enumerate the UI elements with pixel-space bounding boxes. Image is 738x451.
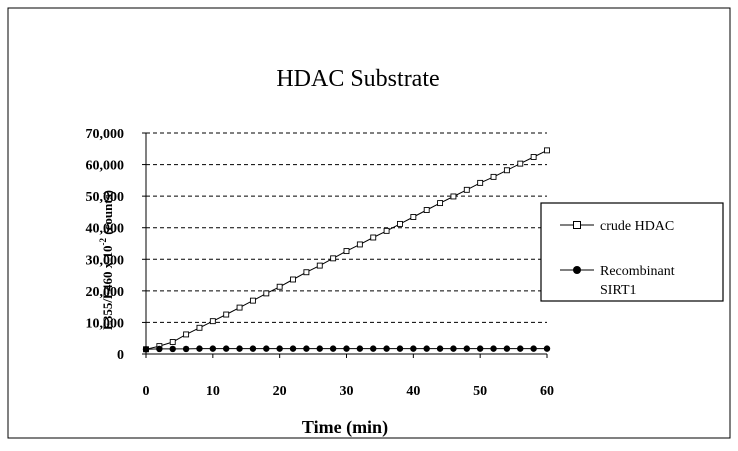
data-point <box>343 345 350 352</box>
data-point <box>397 220 403 227</box>
data-point <box>370 345 377 352</box>
data-point <box>423 345 430 352</box>
data-point <box>142 346 150 353</box>
data-point <box>450 193 457 200</box>
y-tick-label: 70,000 <box>86 127 125 142</box>
data-point <box>236 304 243 311</box>
data-point <box>423 207 430 213</box>
data-point <box>503 167 510 174</box>
data-point <box>249 297 256 304</box>
y-axis-label-exponent: -2 <box>98 238 108 246</box>
x-tick-label: 20 <box>273 384 287 399</box>
data-point <box>517 160 524 167</box>
data-point <box>490 173 497 180</box>
data-point <box>410 345 417 352</box>
data-point <box>370 234 377 241</box>
legend-marker-recombinant-sirt1 <box>573 266 581 274</box>
data-point <box>303 345 310 352</box>
y-tick-label: 10,000 <box>86 316 125 331</box>
data-point <box>169 339 176 345</box>
y-axis-label-suffix: (counts) <box>100 190 115 238</box>
data-point <box>290 276 296 283</box>
series-crude-hdac <box>143 147 550 353</box>
x-tick-label: 40 <box>406 384 420 399</box>
y-axis-label-main: F355/F460 x 10 <box>100 246 115 331</box>
legend-label-recombinant-sirt1-line2: SIRT1 <box>600 283 637 298</box>
data-point <box>477 179 484 186</box>
data-point <box>463 345 470 352</box>
data-point <box>303 269 310 276</box>
y-tick-label: 30,000 <box>86 253 125 268</box>
data-point <box>544 147 550 154</box>
x-axis-label: Time (min) <box>302 417 388 438</box>
x-tick-label: 30 <box>340 384 354 399</box>
data-point <box>223 311 230 318</box>
legend-label-recombinant-sirt1-line1: Recombinant <box>600 264 675 279</box>
legend-box <box>540 202 724 302</box>
data-point <box>530 154 537 160</box>
legend-label-crude-hdac: crude HDAC <box>600 219 674 234</box>
data-point <box>289 345 297 352</box>
data-point <box>316 262 323 269</box>
data-point <box>437 200 444 207</box>
x-tick-label: 60 <box>540 384 554 399</box>
data-point <box>263 290 270 297</box>
data-point <box>182 345 190 353</box>
chart-title: HDAC Substrate <box>276 66 439 92</box>
y-tick-label: 50,000 <box>86 190 125 205</box>
y-tick-label: 40,000 <box>86 222 125 237</box>
data-point <box>396 345 404 352</box>
x-tick-label: 50 <box>473 384 487 399</box>
data-point <box>436 345 444 352</box>
data-point <box>356 345 364 352</box>
data-point <box>383 345 390 352</box>
data-point <box>169 345 176 353</box>
data-point <box>356 241 363 248</box>
data-point <box>517 345 524 352</box>
data-point <box>530 345 537 352</box>
data-point <box>503 345 511 352</box>
data-point <box>490 345 497 352</box>
data-point <box>263 345 270 352</box>
series-recombinant-sirt1 <box>142 345 551 353</box>
data-point <box>196 345 203 352</box>
data-point <box>223 345 230 352</box>
y-tick-label: 20,000 <box>86 285 125 300</box>
x-tick-labels: 0 10 20 30 40 50 60 <box>143 384 555 399</box>
data-point <box>329 345 337 352</box>
data-point <box>476 345 484 352</box>
data-point <box>410 214 417 220</box>
data-point <box>276 283 283 290</box>
data-point <box>209 345 217 352</box>
x-tick-label: 10 <box>206 384 220 399</box>
data-point <box>543 345 551 352</box>
legend-marker-crude-hdac <box>573 221 581 229</box>
data-point <box>383 227 390 234</box>
legend: crude HDAC Recombinant SIRT1 <box>540 202 724 302</box>
data-point <box>209 318 216 325</box>
data-point <box>463 186 470 193</box>
y-tick-label: 0 <box>117 348 124 363</box>
data-point <box>156 345 163 353</box>
y-tick-label: 60,000 <box>86 159 125 174</box>
data-point <box>316 345 323 352</box>
data-point <box>450 345 457 352</box>
data-point <box>276 345 283 352</box>
data-point <box>236 345 243 352</box>
y-tick-labels: 0 10,000 20,000 30,000 40,000 50,000 60,000 70,… <box>86 127 125 363</box>
y-axis-label: F355/F460 x 10-2 (counts) <box>98 190 115 330</box>
data-point <box>343 248 350 255</box>
data-point <box>330 255 337 262</box>
x-tick-label: 0 <box>143 384 150 399</box>
data-point <box>249 345 257 352</box>
axes <box>142 132 548 358</box>
data-point <box>196 324 203 331</box>
data-point <box>183 331 190 338</box>
